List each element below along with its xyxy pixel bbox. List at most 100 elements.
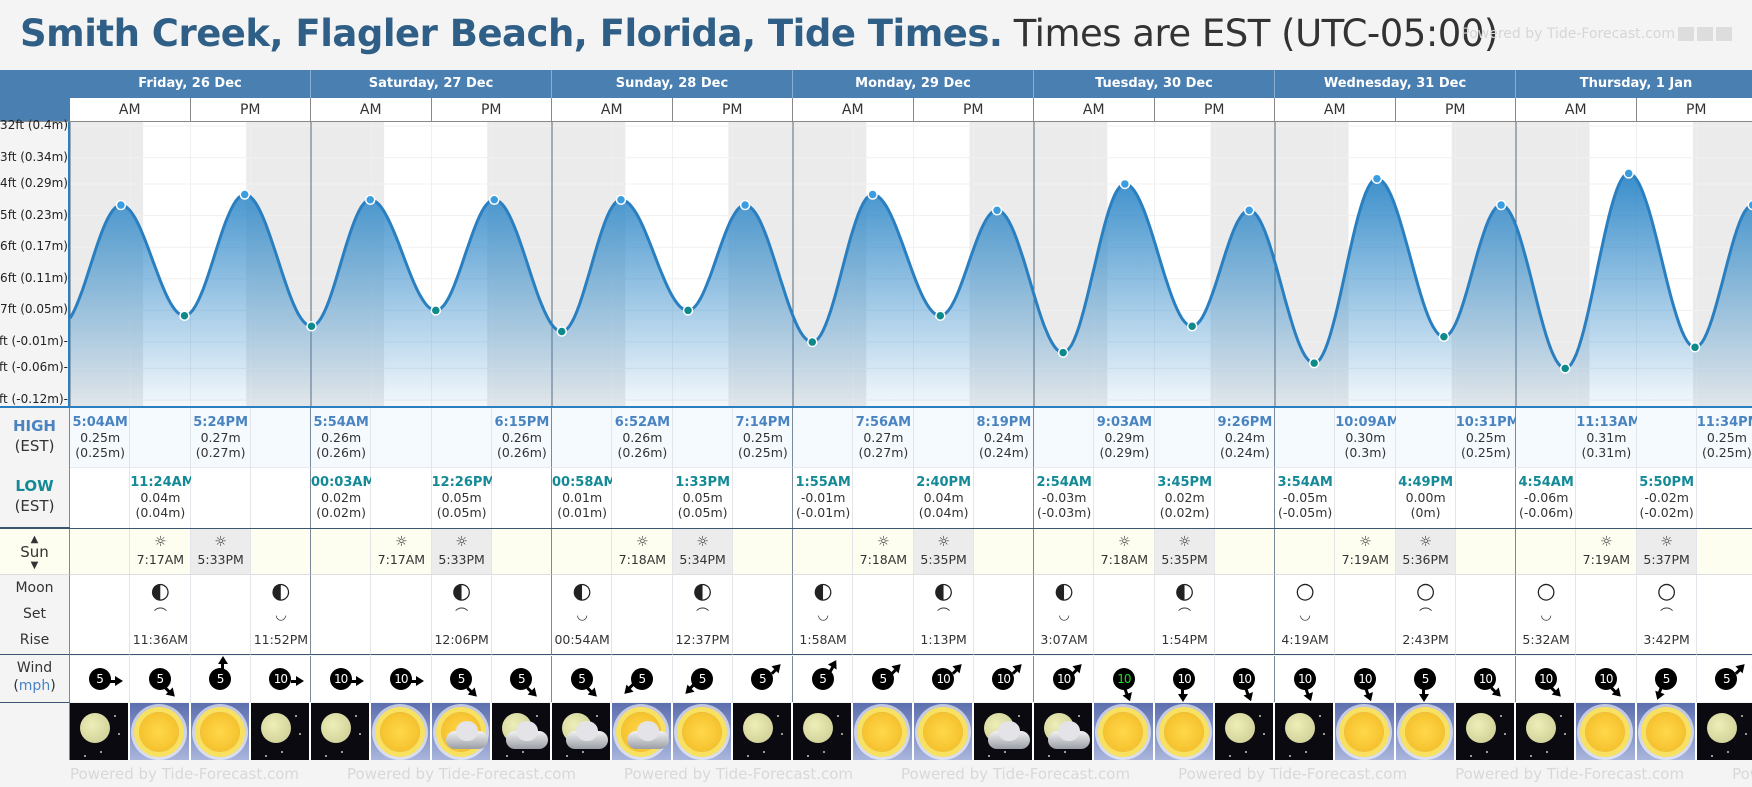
wind-direction-arrow-icon [390, 668, 425, 690]
powered-by-watermark: Powered by Tide-Forecast.com [347, 765, 577, 783]
high-tide-entry: 11:13AM 0.31m (0.31m) [1576, 415, 1636, 460]
moon-icon [1224, 713, 1255, 743]
sun-icon [380, 712, 421, 752]
wind-direction-arrow-icon [1652, 665, 1681, 702]
weather-night-cloud-icon [973, 703, 1034, 760]
chart-baseline [0, 406, 1752, 409]
wind-cell: 10 [913, 656, 974, 702]
powered-by-watermark: Powered by Tide-Forecast.com [901, 765, 1131, 783]
star-icon [807, 755, 809, 757]
high-tide-entry: 7:56AM 0.27m (0.27m) [853, 415, 913, 460]
weather-night-cloud-icon [552, 703, 613, 760]
day-header[interactable]: Saturday, 27 Dec [311, 70, 552, 98]
high-tide-entry: 5:24PM 0.27m (0.27m) [191, 415, 251, 460]
high-time: 5:54AM [313, 415, 369, 430]
day-header[interactable]: Friday, 26 Dec [70, 70, 311, 98]
logo-icon [1716, 27, 1732, 41]
low-time: 00:58AM [552, 475, 613, 490]
sunset-icon: ☼ [1660, 534, 1673, 550]
high-slot [1636, 408, 1697, 468]
units-link[interactable]: mph [18, 678, 51, 694]
star-icon [535, 715, 538, 717]
tide-chart [70, 122, 1752, 408]
low-tide-point [430, 305, 442, 316]
set-label: Set [23, 606, 46, 622]
wind-cell: 5 [1696, 656, 1752, 702]
moon-slot [190, 575, 251, 655]
day-header[interactable]: Tuesday, 30 Dec [1034, 70, 1275, 98]
sunrise-entry: ☼ 7:19AM [1335, 533, 1395, 569]
sun-icon [1585, 712, 1626, 752]
low-slot [1455, 468, 1516, 528]
high-time: 6:15PM [494, 415, 550, 430]
wind-speed-badge: 10 [1293, 668, 1316, 690]
sunset-entry: ☼ 5:35PM [914, 533, 974, 569]
wind-cell: 10 [1154, 656, 1215, 702]
powered-by[interactable]: Powered by Tide-Forecast.com [1461, 26, 1732, 42]
sunrise-entry: ☼ 7:18AM [1094, 533, 1154, 569]
moonrise-icon: ◡ [576, 608, 588, 623]
star-icon [359, 733, 361, 735]
wind-speed-badge: 10 [1052, 668, 1075, 690]
low-time: 1:33PM [675, 475, 731, 490]
moon-phase-icon: ○ [1657, 580, 1677, 604]
pm-header: PM [190, 98, 311, 122]
sun-row-label[interactable]: ▲ Sun ▼ [0, 529, 70, 575]
wind-speed-badge: 10 [932, 668, 955, 690]
weather-night-icon [1696, 703, 1752, 760]
low-tide-entry: 00:03AM 0.02m (0.02m) [311, 475, 371, 520]
high-tide-point [1119, 178, 1131, 190]
high-slot [70, 408, 131, 468]
low-slot [1154, 468, 1215, 528]
sun-slot [973, 529, 1034, 575]
moon-icon [803, 713, 833, 743]
sun-icon [1163, 712, 1204, 752]
sunset-time: 5:33PM [197, 552, 244, 567]
am-header: AM [311, 98, 432, 122]
wind-direction-arrow-icon [1591, 663, 1625, 701]
moon-phase-icon: ◐ [934, 580, 954, 604]
wind-direction-arrow-icon [145, 663, 179, 701]
sunrise-icon: ☼ [636, 534, 649, 550]
low-height-alt: (0.05m) [677, 505, 728, 520]
pm-header: PM [913, 98, 1034, 122]
high-time: 11:34PM [1696, 415, 1752, 430]
moonrise-time: 5:32AM [1522, 632, 1570, 647]
wind-cell: 10 [371, 656, 432, 702]
wind-cell: 10 [1335, 656, 1396, 702]
star-icon [341, 751, 343, 753]
pm-header: PM [1154, 98, 1275, 122]
wind-speed-badge: 10 [1353, 668, 1376, 690]
wind-cell: 5 [672, 656, 733, 702]
tide-area [70, 173, 1752, 408]
wind-speed-badge: 5 [570, 668, 593, 690]
high-height: 0.31m [1586, 430, 1627, 445]
moonset-entry: ○ ⌒ 2:43PM [1396, 580, 1456, 652]
moon-slot [913, 575, 974, 655]
wind-cell: 5 [793, 656, 854, 702]
high-row-label: HIGH (EST) [0, 408, 70, 468]
sun-slot [431, 529, 492, 575]
low-label: LOW [15, 477, 54, 495]
low-height: 0.04m [923, 490, 964, 505]
sun-slot [732, 529, 793, 575]
low-height-alt: (0.01m) [557, 505, 607, 520]
sunrise-icon: ☼ [395, 534, 408, 550]
wind-speed-badge: 5 [1414, 668, 1437, 690]
star-icon [1546, 751, 1548, 753]
day-header[interactable]: Thursday, 1 Jan [1516, 70, 1752, 98]
am-header: AM [1516, 98, 1637, 122]
low-tide-point [1308, 357, 1320, 369]
star-icon [118, 733, 120, 735]
day-header[interactable]: Monday, 29 Dec [793, 70, 1034, 98]
high-slot [1275, 408, 1336, 468]
day-header[interactable]: Wednesday, 31 Dec [1275, 70, 1516, 98]
moon-slot [250, 575, 311, 655]
high-tide-entry: 11:34PM0.25m(0.25m) [1697, 415, 1752, 460]
wind-direction-arrow-icon [446, 663, 481, 701]
moon-slot [1154, 575, 1215, 655]
sunrise-icon: ☼ [1359, 534, 1372, 550]
wind-direction-arrow-icon [681, 663, 718, 698]
star-icon [1744, 733, 1747, 735]
day-header[interactable]: Sunday, 28 Dec [552, 70, 793, 98]
